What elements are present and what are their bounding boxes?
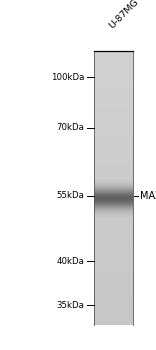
Text: MAZ: MAZ bbox=[140, 191, 156, 201]
Text: U-87MG: U-87MG bbox=[107, 0, 140, 30]
Text: 35kDa: 35kDa bbox=[57, 301, 85, 309]
Text: 40kDa: 40kDa bbox=[57, 257, 85, 266]
Text: 100kDa: 100kDa bbox=[51, 72, 85, 82]
Text: 70kDa: 70kDa bbox=[57, 124, 85, 133]
Text: 55kDa: 55kDa bbox=[57, 191, 85, 201]
